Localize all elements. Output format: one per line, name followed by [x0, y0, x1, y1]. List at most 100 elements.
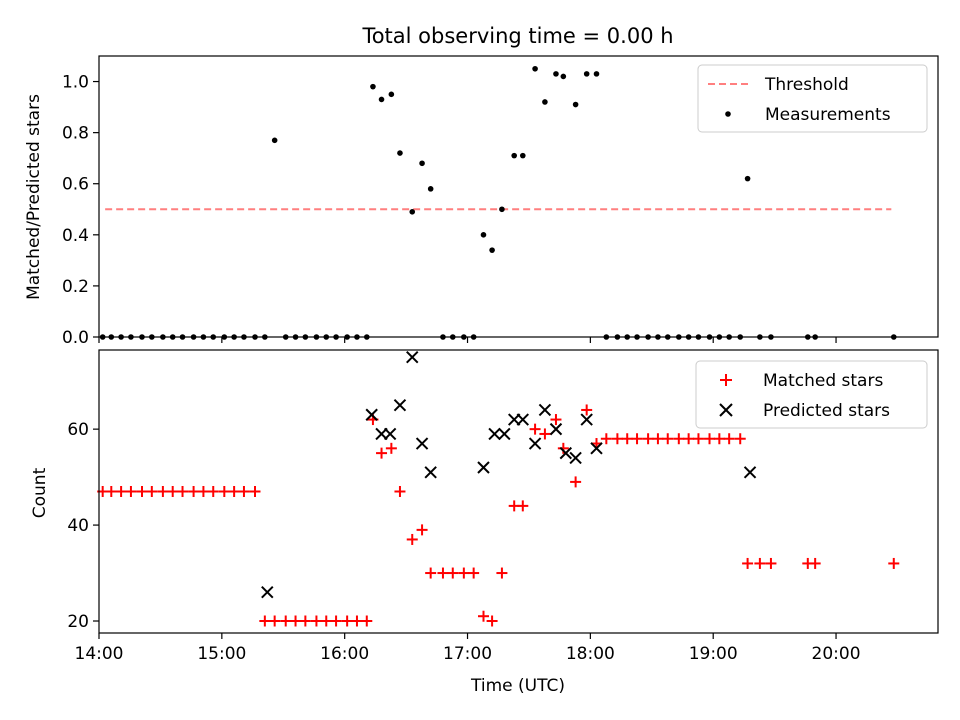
matched-star-marker — [662, 433, 674, 445]
chart-title: Total observing time = 0.00 h — [361, 24, 673, 48]
matched-star-marker — [290, 615, 302, 627]
count-y-axis-label: Count — [30, 467, 50, 518]
count-y-ticks: 20 40 60 — [67, 420, 99, 632]
matched-star-marker — [683, 433, 695, 445]
matched-star-marker — [734, 433, 746, 445]
count-x-tick-label: 15:00 — [197, 644, 246, 664]
predicted-star-marker — [580, 413, 593, 426]
x-axis-label: Time (UTC) — [470, 676, 565, 696]
measurement-point — [271, 137, 278, 144]
count-x-tick-label: 18:00 — [566, 644, 615, 664]
matched-star-marker — [458, 567, 470, 579]
count-y-tick-label: 20 — [67, 612, 89, 632]
matched-star-marker — [570, 476, 582, 488]
count-axes-frame — [98, 349, 939, 634]
predicted-star-marker — [261, 586, 274, 599]
matched-star-marker — [652, 433, 664, 445]
matched-star-marker — [167, 486, 179, 497]
measurement-point — [560, 73, 567, 80]
measurement-point — [480, 232, 487, 238]
measurement-point — [427, 186, 434, 192]
measurement-point — [378, 96, 385, 103]
measurement-point — [409, 209, 416, 215]
count-panel: 20 40 60 14:00 15:00 16:00 17:00 18:00 19:00 20:… — [30, 349, 939, 696]
ratio-y-tick-label: 0.4 — [62, 226, 89, 246]
count-x-tick-label: 19:00 — [689, 644, 738, 664]
matched-star-marker — [723, 433, 735, 445]
matched-star-marker — [228, 486, 240, 497]
matched-star-marker — [188, 486, 200, 497]
measurement-point — [511, 152, 518, 159]
predicted-star-marker — [393, 398, 407, 412]
measurement-point — [519, 152, 526, 159]
measurement-point — [397, 150, 403, 156]
count-y-tick-label: 60 — [67, 420, 89, 440]
matched-star-marker — [754, 557, 766, 569]
matched-star-marker — [125, 486, 137, 497]
ratio-y-axis-label: Matched/Predicted stars — [24, 94, 44, 300]
matched-star-marker — [385, 442, 397, 454]
predicted-star-marker — [549, 422, 563, 436]
ratio-legend: Threshold Measurements — [697, 64, 928, 133]
matched-star-marker — [416, 524, 428, 536]
matched-star-marker — [673, 433, 685, 445]
predicted-star-marker — [477, 461, 490, 474]
matched-star-marker — [146, 486, 158, 497]
predicted-star-marker — [569, 451, 582, 465]
legend-predicted-label: Predicted stars — [763, 401, 890, 421]
matched-star-marker — [550, 414, 562, 426]
count-x-tick-label: 17:00 — [443, 644, 492, 664]
matched-star-marker — [249, 486, 261, 497]
count-y-tick-label: 40 — [67, 516, 89, 536]
matched-star-marker — [765, 557, 777, 569]
measurement-point — [489, 247, 495, 253]
count-legend-box — [695, 360, 928, 429]
matched-star-marker — [631, 433, 643, 445]
matched-star-marker — [361, 615, 373, 627]
matched-star-marker — [600, 433, 612, 445]
matched-star-marker — [177, 486, 189, 497]
ratio-y-ticks: 0.0 0.2 0.4 0.6 0.8 1.0 — [62, 73, 99, 348]
matched-star-marker — [406, 533, 418, 545]
matched-star-marker — [496, 567, 508, 579]
matched-star-marker — [280, 615, 292, 627]
measurement-point — [388, 91, 395, 98]
measurement-point — [744, 175, 751, 182]
matched-star-marker — [197, 486, 209, 497]
matched-star-marker — [351, 615, 363, 627]
matched-star-marker — [621, 433, 633, 445]
count-x-tick-label: 14:00 — [75, 644, 124, 664]
ratio-axes-frame — [98, 55, 939, 338]
measurement-point — [553, 71, 559, 77]
measurement-point — [532, 65, 538, 72]
count-legend: Matched stars Predicted stars — [695, 360, 928, 429]
ratio-y-tick-label: 0.8 — [62, 124, 89, 144]
predicted-star-marker — [590, 442, 603, 455]
matched-star-marker — [517, 500, 529, 512]
matched-star-marker — [269, 615, 281, 627]
measurement-point — [542, 99, 548, 105]
matched-star-marker — [692, 433, 704, 445]
matched-star-marker — [581, 404, 593, 416]
matched-star-marker — [486, 615, 498, 627]
predicted-star-marker — [415, 437, 429, 450]
matched-star-marker — [611, 433, 623, 445]
legend-measurements-swatch — [725, 111, 731, 117]
ratio-y-tick-label: 0.6 — [62, 175, 89, 195]
legend-predicted-swatch — [719, 403, 733, 417]
matched-star-marker — [320, 615, 332, 627]
matched-star-marker — [529, 423, 541, 435]
ratio-y-tick-label: 0.0 — [62, 328, 89, 348]
predicted-star-marker — [424, 466, 437, 479]
matched-star-marker — [238, 486, 250, 497]
legend-threshold-label: Threshold — [764, 75, 849, 95]
matched-star-marker — [218, 486, 230, 497]
matched-star-marker — [642, 433, 654, 445]
matched-star-marker — [299, 615, 311, 627]
measurement-point — [572, 101, 579, 108]
matched-star-marker — [341, 615, 353, 627]
predicted-star-marker — [383, 427, 397, 441]
predicted-star-marker — [488, 427, 501, 441]
matched-star-marker — [157, 486, 169, 497]
